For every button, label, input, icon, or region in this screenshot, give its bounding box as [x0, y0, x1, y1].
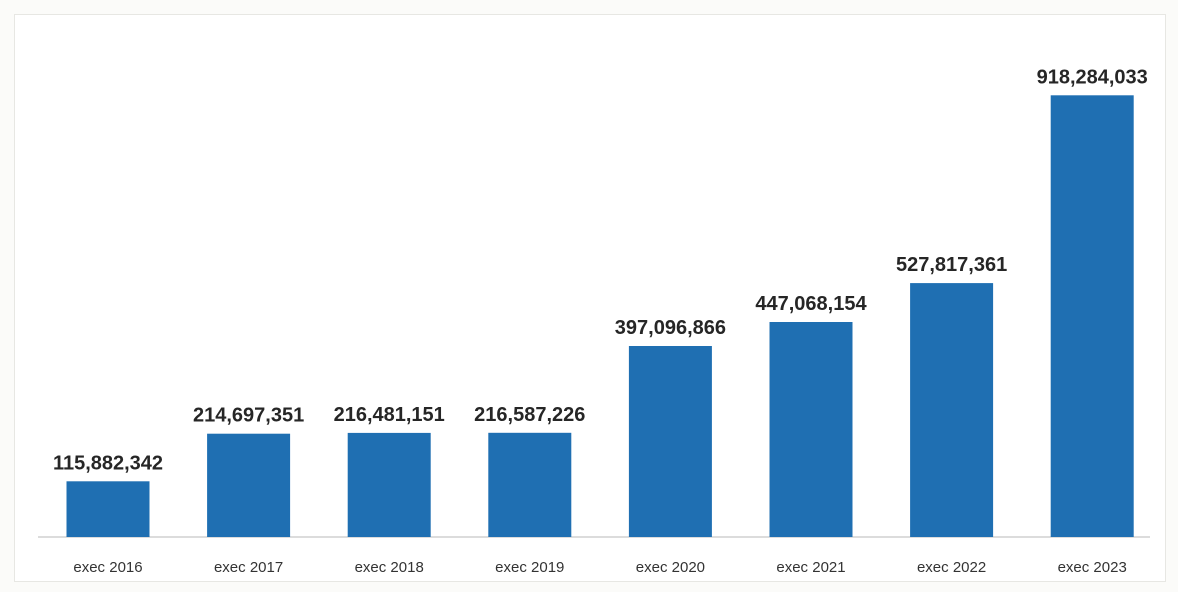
bar-exec-2017 [207, 433, 291, 537]
data-label-exec-2016: 115,882,342 [53, 452, 163, 474]
x-tick-label-exec-2019: exec 2019 [495, 559, 564, 576]
data-label-exec-2017: 214,697,351 [193, 405, 304, 427]
bar-exec-2023 [1050, 95, 1134, 538]
bar-exec-2016 [66, 481, 150, 537]
data-label-exec-2019: 216,587,226 [474, 404, 585, 426]
x-tick-label-exec-2020: exec 2020 [636, 559, 705, 576]
bar-exec-2021 [769, 322, 853, 537]
x-tick-label-exec-2022: exec 2022 [917, 559, 986, 576]
x-tick-label-exec-2018: exec 2018 [355, 559, 424, 576]
bar-exec-2020 [628, 346, 712, 537]
data-label-exec-2023: 918,284,033 [1037, 66, 1148, 88]
x-tick-label-exec-2023: exec 2023 [1058, 559, 1127, 576]
bar-exec-2022 [910, 283, 994, 537]
bar-exec-2019 [488, 432, 572, 537]
data-label-exec-2020: 397,096,866 [615, 317, 726, 339]
x-tick-label-exec-2017: exec 2017 [214, 559, 283, 576]
x-tick-label-exec-2021: exec 2021 [776, 559, 845, 576]
data-label-exec-2018: 216,481,151 [334, 404, 445, 426]
data-label-exec-2022: 527,817,361 [896, 254, 1007, 276]
x-tick-label-exec-2016: exec 2016 [73, 559, 142, 576]
data-label-exec-2021: 447,068,154 [755, 293, 867, 315]
bar-exec-2018 [347, 432, 431, 537]
